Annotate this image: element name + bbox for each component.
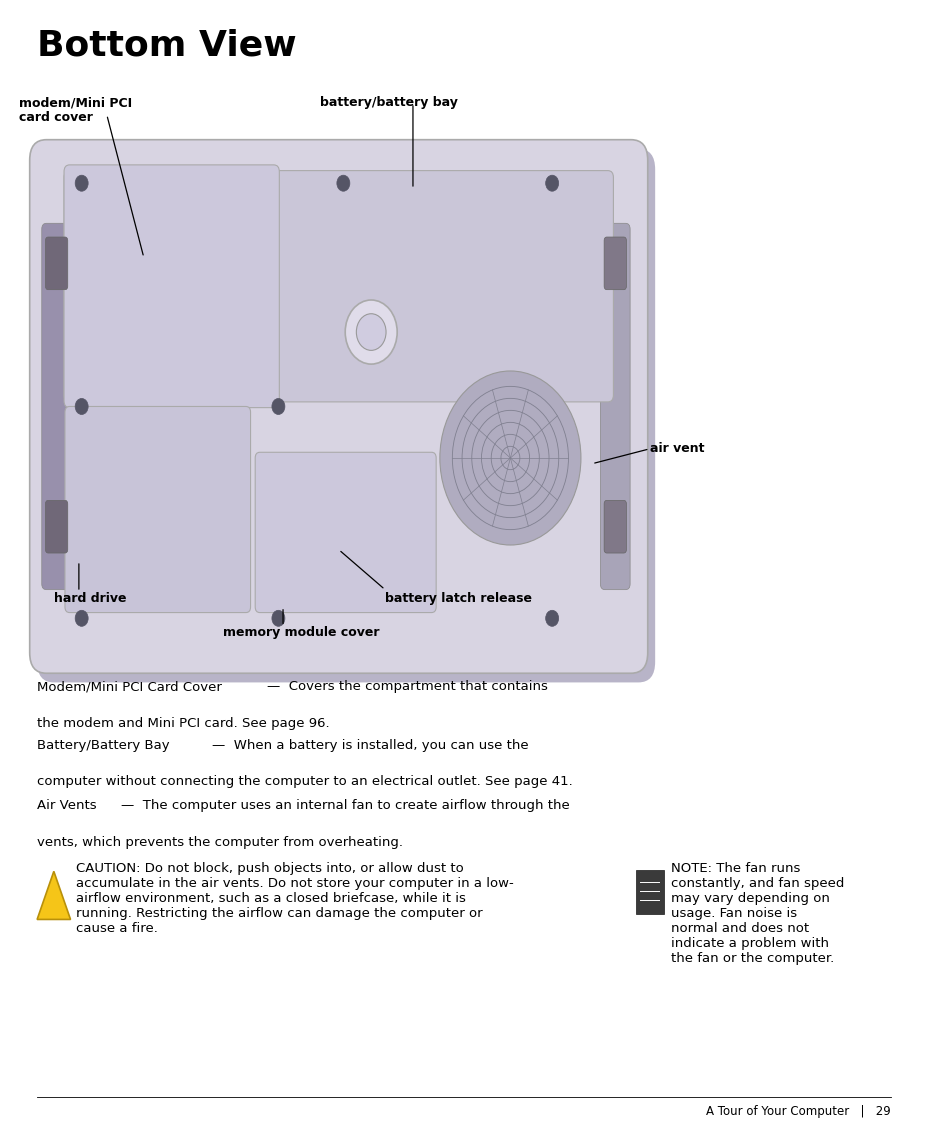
Text: battery/battery bay: battery/battery bay — [320, 96, 458, 109]
Text: memory module cover: memory module cover — [222, 626, 379, 639]
Text: Battery/Battery Bay: Battery/Battery Bay — [37, 739, 170, 751]
Text: Modem/Mini PCI Card Cover: Modem/Mini PCI Card Cover — [37, 680, 222, 693]
Circle shape — [356, 314, 386, 350]
Text: —  When a battery is installed, you can use the: — When a battery is installed, you can u… — [211, 739, 527, 751]
FancyBboxPatch shape — [65, 406, 250, 613]
Text: the modem and Mini PCI card. See page 96.: the modem and Mini PCI card. See page 96… — [37, 717, 329, 729]
FancyBboxPatch shape — [45, 500, 68, 553]
Circle shape — [545, 175, 558, 191]
FancyBboxPatch shape — [255, 452, 436, 613]
Text: vents, which prevents the computer from overheating.: vents, which prevents the computer from … — [37, 836, 402, 848]
Polygon shape — [37, 871, 70, 919]
Circle shape — [75, 175, 88, 191]
Text: !: ! — [51, 894, 57, 903]
FancyBboxPatch shape — [42, 223, 71, 590]
FancyBboxPatch shape — [45, 237, 68, 290]
Text: air vent: air vent — [649, 442, 704, 456]
Circle shape — [272, 398, 285, 414]
FancyBboxPatch shape — [600, 223, 629, 590]
Circle shape — [345, 300, 397, 364]
FancyBboxPatch shape — [603, 237, 626, 290]
Text: computer without connecting the computer to an electrical outlet. See page 41.: computer without connecting the computer… — [37, 775, 572, 788]
Circle shape — [545, 610, 558, 626]
Text: —  The computer uses an internal fan to create airflow through the: — The computer uses an internal fan to c… — [121, 799, 569, 812]
Text: hard drive: hard drive — [54, 592, 126, 605]
FancyBboxPatch shape — [64, 165, 279, 408]
Text: —  Covers the compartment that contains: — Covers the compartment that contains — [267, 680, 548, 693]
FancyBboxPatch shape — [37, 149, 654, 682]
Text: ✎: ✎ — [651, 901, 658, 910]
FancyBboxPatch shape — [30, 140, 647, 673]
Circle shape — [337, 175, 349, 191]
Circle shape — [272, 610, 285, 626]
Text: A Tour of Your Computer   |   29: A Tour of Your Computer | 29 — [705, 1105, 890, 1118]
FancyBboxPatch shape — [603, 500, 626, 553]
FancyBboxPatch shape — [64, 171, 613, 402]
Circle shape — [439, 371, 580, 545]
Text: Bottom View: Bottom View — [37, 29, 297, 63]
Text: modem/Mini PCI
card cover: modem/Mini PCI card cover — [19, 96, 132, 124]
Text: NOTE: The fan runs
constantly, and fan speed
may vary depending on
usage. Fan no: NOTE: The fan runs constantly, and fan s… — [670, 862, 844, 965]
Text: battery latch release: battery latch release — [385, 592, 531, 605]
Circle shape — [75, 610, 88, 626]
Circle shape — [75, 398, 88, 414]
Bar — [635, 870, 663, 914]
Text: Air Vents: Air Vents — [37, 799, 96, 812]
Text: CAUTION: Do not block, push objects into, or allow dust to
accumulate in the air: CAUTION: Do not block, push objects into… — [76, 862, 514, 935]
